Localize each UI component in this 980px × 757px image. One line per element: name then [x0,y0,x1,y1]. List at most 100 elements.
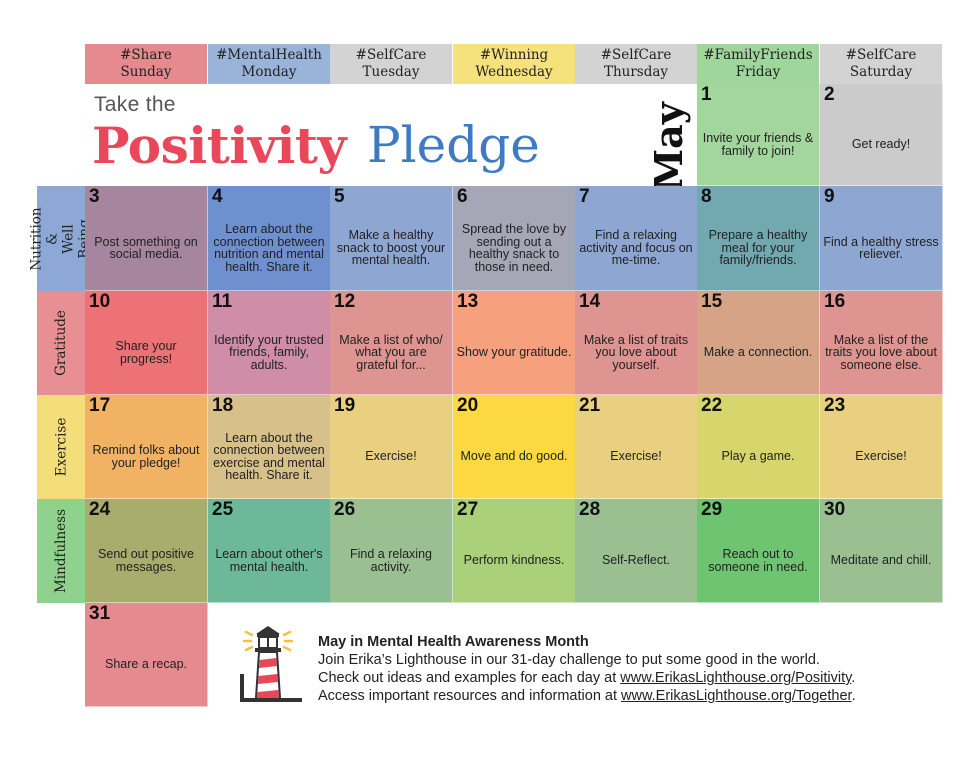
day-activity: Share your progress! [115,339,177,366]
day-header-name: Monday [241,64,297,80]
day-number: 22 [701,395,723,416]
positivity-link[interactable]: www.ErikasLighthouse.org/Positivity [620,670,852,686]
day-cell-23: 23 Exercise! [820,395,943,499]
day-activity: Spread the love by sending out a healthy… [461,222,567,274]
day-number: 7 [579,186,590,207]
day-activity: Perform kindness. [463,553,565,568]
day-header-thursday: #SelfCare Thursday [575,44,697,84]
day-activity: Send out positive messages. [98,547,194,574]
row-label-3: Exercise [37,395,85,499]
day-number: 29 [701,499,723,520]
day-activity: Meditate and chill. [830,553,932,568]
day-number: 18 [212,395,234,416]
day-activity: Find a healthy stress reliever. [823,234,939,261]
day-cell-19: 19 Exercise! [330,395,453,499]
title-positivity: Positivity [92,116,347,175]
day-cell-24: 24 Send out positive messages. [85,499,208,603]
day-header-name: Sunday [120,64,172,80]
day-cell-16: 16 Make a list of the traits you love abo… [820,291,943,395]
day-activity: Make a healthy snack to boost your menta… [336,228,446,268]
day-number: 2 [824,84,835,105]
day-header-hashtag: #SelfCare [845,47,917,63]
day-cell-18: 18 Learn about the connection between exe… [208,395,331,499]
day-number: 27 [457,499,479,520]
day-cell-29: 29 Reach out to someone in need. [697,499,820,603]
lighthouse-icon [232,624,304,706]
day-cell-26: 26 Find a relaxing activity. [330,499,453,603]
row-label-2: Gratitude [37,291,85,395]
day-number: 19 [334,395,356,416]
day-number: 21 [579,395,601,416]
day-activity: Make a connection. [703,345,813,360]
day-cell-13: 13 Show your gratitude. [453,291,576,395]
day-cell-5: 5 Make a healthy snack to boost your ment… [330,186,453,291]
day-activity: Move and do good. [460,449,568,464]
day-cell-17: 17 Remind folks about your pledge! [85,395,208,499]
row-label-text: Mindfulness [53,508,69,594]
row-label-4: Mindfulness [37,499,85,603]
day-number: 3 [89,186,100,207]
day-cell-31: 31 Share a recap. [85,603,208,707]
day-number: 26 [334,499,356,520]
day-number: 28 [579,499,601,520]
day-cell-1: 1 Invite your friends & family to join! [697,84,820,186]
day-number: 1 [701,84,712,105]
day-activity: Share a recap. [105,657,187,672]
day-header-name: Tuesday [362,64,420,80]
day-cell-25: 25 Learn about other's mental health. [208,499,331,603]
day-number: 12 [334,291,356,312]
day-cell-30: 30 Meditate and chill. [820,499,943,603]
day-activity: Exercise! [365,449,417,464]
day-header-tuesday: #SelfCare Tuesday [330,44,452,84]
day-number: 6 [457,186,468,207]
day-cell-4: 4 Learn about the connection between nutr… [208,186,331,291]
day-number: 16 [824,291,846,312]
day-number: 9 [824,186,835,207]
day-activity: Make a list of the traits you love about… [825,332,937,372]
day-header-hashtag: #SelfCare [600,47,672,63]
day-header-hashtag: #Winning [479,47,549,63]
day-cell-20: 20 Move and do good. [453,395,576,499]
title-take-the: Take the [94,93,176,116]
day-activity: Find a relaxing activity and focus on me… [579,228,693,268]
row-label-text: Exercise [53,417,69,477]
day-number: 14 [579,291,601,312]
day-cell-7: 7 Find a relaxing activity and focus on m… [575,186,698,291]
row-label-text: Gratitude [53,310,69,376]
day-activity: Show your gratitude. [456,345,572,360]
day-cell-12: 12 Make a list of who/ what you are grate… [330,291,453,395]
day-cell-6: 6 Spread the love by sending out a health… [453,186,576,291]
day-cell-2: 2 Get ready! [820,84,943,186]
footer: May in Mental Health Awareness Month Joi… [318,633,856,705]
day-cell-15: 15 Make a connection. [697,291,820,395]
day-cell-14: 14 Make a list of traits you love about y… [575,291,698,395]
day-number: 5 [334,186,345,207]
day-number: 10 [89,291,111,312]
day-number: 23 [824,395,846,416]
day-header-sunday: #Share Sunday [85,44,207,84]
day-cell-22: 22 Play a game. [697,395,820,499]
day-header-saturday: #SelfCare Saturday [820,44,942,84]
together-link[interactable]: www.ErikasLighthouse.org/Together [621,688,852,704]
day-number: 4 [212,186,223,207]
day-number: 20 [457,395,479,416]
day-header-name: Saturday [849,64,913,80]
day-cell-9: 9 Find a healthy stress reliever. [820,186,943,291]
day-header-friday: #FamilyFriends Friday [697,44,819,84]
day-cell-21: 21 Exercise! [575,395,698,499]
day-activity: Exercise! [855,449,907,464]
day-number: 8 [701,186,712,207]
day-activity: Identify your trusted friends, family, a… [214,332,324,372]
day-activity: Prepare a healthy meal for your family/f… [708,228,808,268]
footer-line-2: Check out ideas and examples for each da… [318,670,856,686]
row-label-1: Nutrition & Well Being [29,186,93,291]
day-cell-10: 10 Share your progress! [85,291,208,395]
day-activity: Remind folks about your pledge! [92,443,200,470]
day-header-monday: #MentalHealth Monday [208,44,330,84]
day-activity: Post something on social media. [94,234,198,261]
row-label-text: Nutrition & Well Being [29,206,93,271]
day-cell-3: 3 Post something on social media. [85,186,208,291]
footer-title: May in Mental Health Awareness Month [318,634,589,650]
day-activity: Self-Reflect. [601,553,671,568]
day-header-name: Thursday [603,64,669,80]
